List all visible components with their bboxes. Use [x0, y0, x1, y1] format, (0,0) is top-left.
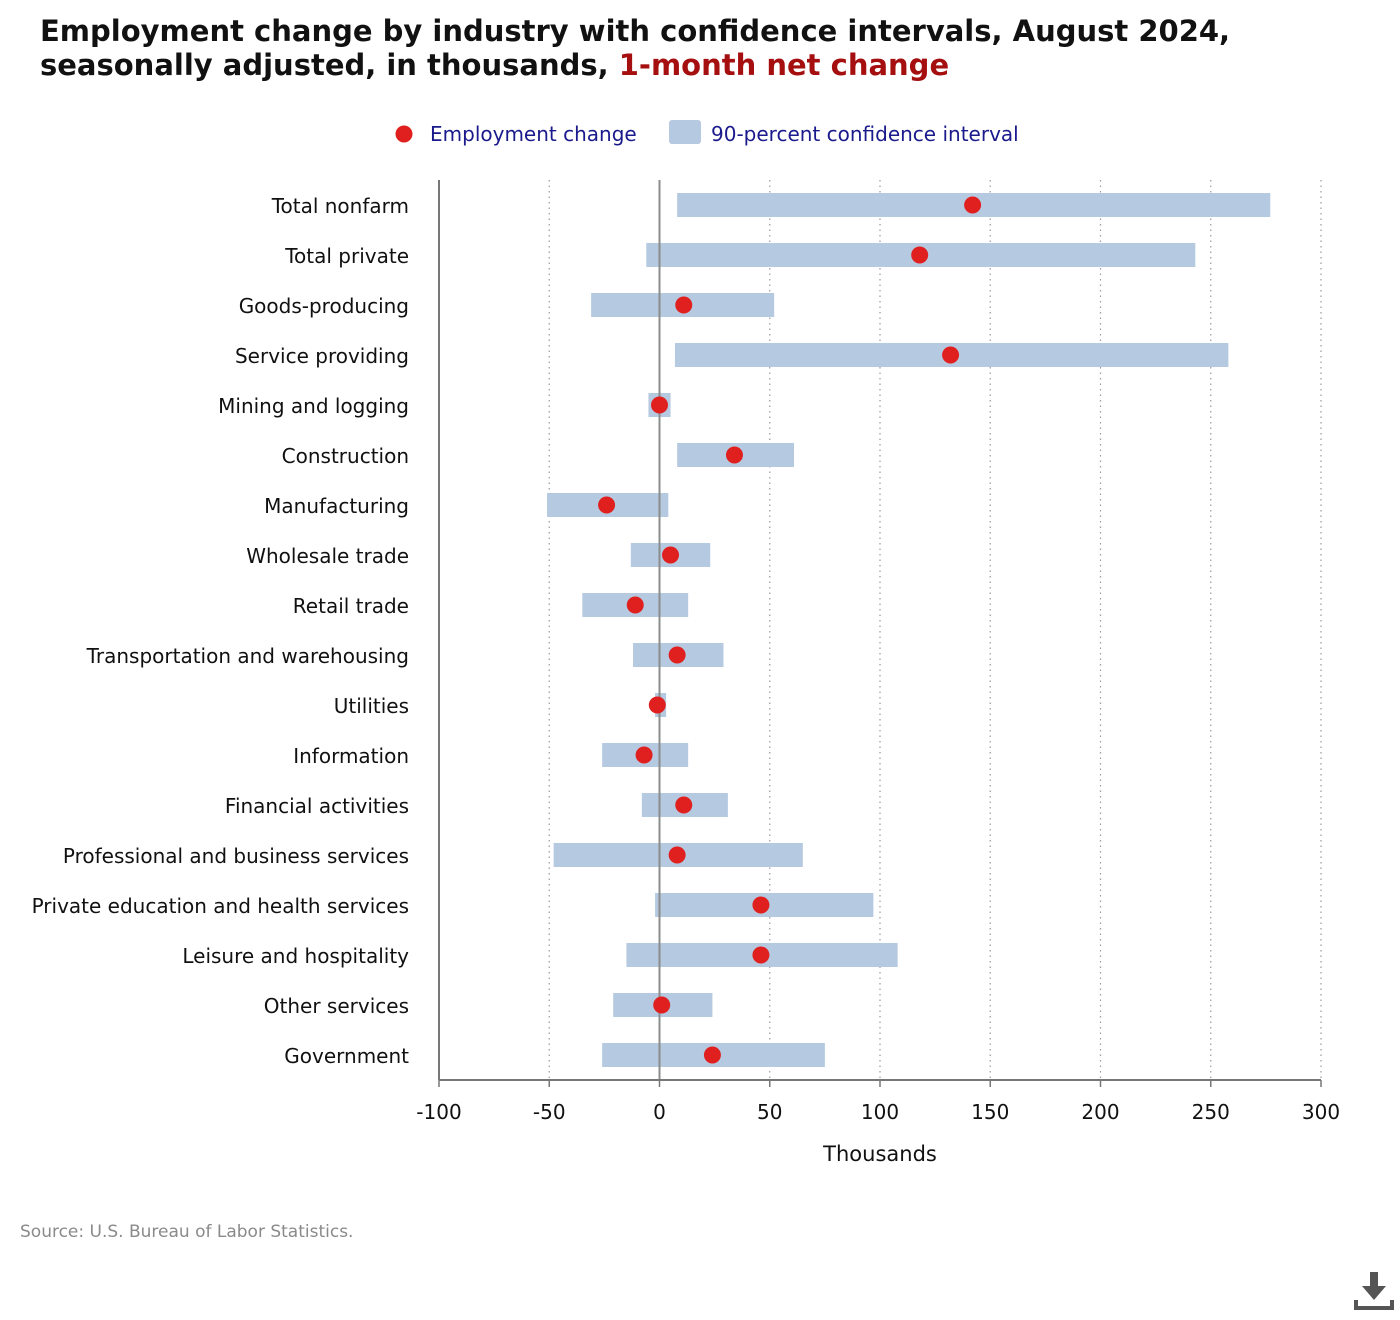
employment-change-point: [668, 846, 686, 864]
employment-change-point: [662, 546, 680, 564]
x-tick-label: 50: [757, 1100, 782, 1124]
category-label: Transportation and warehousing: [86, 644, 409, 668]
category-labels: Total nonfarm Total private Goods-producin…: [32, 194, 410, 1068]
axes: [438, 180, 1322, 1087]
grid: [548, 180, 1322, 1080]
employment-change-point: [725, 446, 743, 464]
legend-point-swatch: [395, 125, 413, 143]
chart-title-main: Employment change by industry with confi…: [40, 14, 1231, 82]
x-tick-label: -100: [416, 1100, 461, 1124]
category-label: Information: [293, 744, 409, 768]
category-label: Private education and health services: [32, 894, 409, 918]
employment-change-point: [752, 896, 770, 914]
x-tick-labels: -100 -50 0 50 100 150 200 250 300: [416, 1100, 1340, 1124]
download-icon[interactable]: [1352, 1270, 1396, 1314]
category-label: Goods-producing: [239, 294, 409, 318]
category-label: Mining and logging: [218, 394, 409, 418]
employment-change-point: [653, 996, 671, 1014]
chart-svg: Employment change 90-percent confidence …: [32, 120, 1340, 1166]
x-tick-label: 250: [1192, 1100, 1230, 1124]
employment-points: [598, 196, 982, 1064]
category-label: Total private: [284, 244, 409, 268]
category-label: Service providing: [235, 344, 409, 368]
employment-change-point: [651, 396, 668, 414]
category-label: Total nonfarm: [271, 194, 409, 218]
category-label: Retail trade: [293, 594, 409, 618]
category-label: Construction: [282, 444, 409, 468]
legend: Employment change 90-percent confidence …: [395, 120, 1019, 146]
employment-change-point: [598, 496, 616, 514]
category-label: Wholesale trade: [246, 544, 409, 568]
employment-change-point: [911, 246, 929, 264]
category-label: Financial activities: [225, 794, 409, 818]
employment-change-point: [703, 1046, 721, 1064]
employment-change-point: [648, 696, 666, 714]
x-tick-label: 100: [861, 1100, 899, 1124]
interval-bars: [547, 193, 1271, 1067]
category-label: Other services: [264, 994, 409, 1018]
chart-title: Employment change by industry with confi…: [40, 14, 1360, 82]
employment-change-point: [635, 746, 653, 764]
legend-label-confidence-interval: 90-percent confidence interval: [711, 122, 1019, 146]
x-tick-label: -50: [533, 1100, 566, 1124]
employment-change-point: [668, 646, 686, 664]
category-label: Manufacturing: [264, 494, 409, 518]
category-label: Professional and business services: [63, 844, 409, 868]
x-tick-label: 300: [1302, 1100, 1340, 1124]
employment-change-point: [675, 796, 693, 814]
legend-label-employment-change: Employment change: [430, 122, 637, 146]
employment-change-point: [964, 196, 982, 214]
chart-title-highlight: 1-month net change: [618, 48, 950, 82]
employment-change-point: [752, 946, 770, 964]
x-tick-label: 150: [971, 1100, 1009, 1124]
x-tick-label: 0: [653, 1100, 666, 1124]
employment-change-point: [675, 296, 693, 314]
employment-change-point: [626, 596, 644, 614]
category-label: Government: [284, 1044, 409, 1068]
source-note: Source: U.S. Bureau of Labor Statistics.: [20, 1222, 354, 1242]
employment-change-point: [942, 346, 960, 364]
legend-interval-swatch: [669, 120, 701, 144]
x-tick-label: 200: [1081, 1100, 1119, 1124]
category-label: Leisure and hospitality: [182, 944, 409, 968]
x-axis-label: Thousands: [822, 1142, 937, 1166]
category-label: Utilities: [334, 694, 409, 718]
